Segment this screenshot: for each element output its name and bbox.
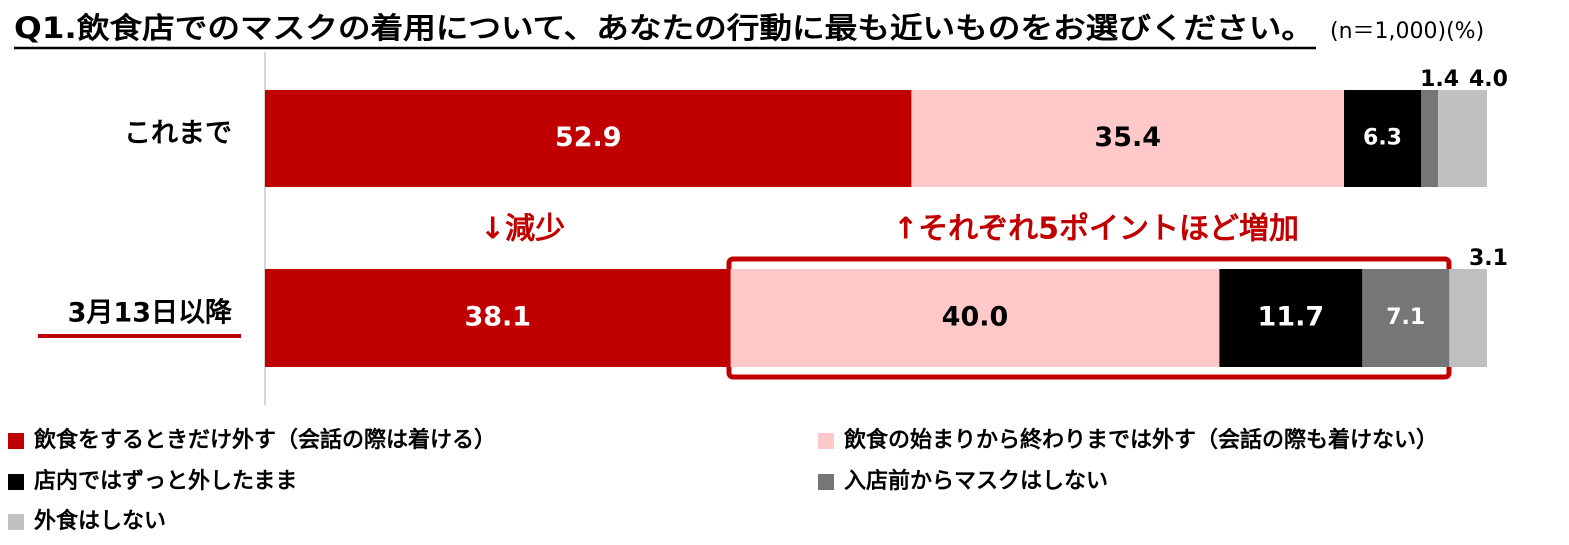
legend-label: 飲食をするときだけ外す（会話の際は着ける）	[33, 427, 496, 453]
bar-segment	[730, 269, 1220, 367]
legend-swatch	[818, 474, 834, 490]
bar-segment	[1421, 90, 1439, 187]
annotation: ↑それぞれ5ポイントほど増加	[893, 212, 1299, 247]
legend-label: 店内ではずっと外したまま	[34, 468, 297, 494]
annotation: ↓減少	[480, 212, 565, 247]
chart-title: Q1.飲食店でのマスクの着用について、あなたの行動に最も近いものをお選びください…	[14, 11, 1314, 45]
data-label: 35.4	[1094, 122, 1161, 153]
data-label: 6.3	[1363, 126, 1402, 151]
data-label: 11.7	[1258, 302, 1325, 333]
legend-swatch	[8, 474, 24, 490]
data-label: 1.4	[1420, 67, 1459, 92]
bar-segment	[265, 269, 731, 367]
data-label: 3.1	[1469, 246, 1508, 271]
category-label: 3月13日以降	[68, 298, 233, 329]
legend-swatch	[8, 433, 24, 449]
bar-segment	[1438, 90, 1487, 187]
bar-segment	[911, 90, 1345, 187]
chart-subtitle: (n＝1,000)(%)	[1330, 19, 1484, 44]
category-label: これまで	[124, 118, 232, 149]
bar-segment	[1344, 90, 1422, 187]
data-label: 38.1	[464, 302, 531, 333]
data-label: 7.1	[1386, 305, 1425, 330]
bar-segment	[1449, 269, 1487, 367]
legend-swatch	[8, 514, 24, 530]
legend-label: 飲食の始まりから終わりまでは外す（会話の際も着けない）	[843, 427, 1438, 453]
bar-segment	[1219, 269, 1363, 367]
legend-label: 入店前からマスクはしない	[844, 468, 1108, 494]
legend-swatch	[818, 433, 834, 449]
legend-label: 外食はしない	[34, 508, 166, 534]
data-label: 52.9	[555, 122, 622, 153]
bar-segment	[1362, 269, 1450, 367]
data-label: 40.0	[942, 302, 1009, 333]
bar-segment	[265, 90, 912, 187]
data-label: 4.0	[1469, 67, 1508, 92]
